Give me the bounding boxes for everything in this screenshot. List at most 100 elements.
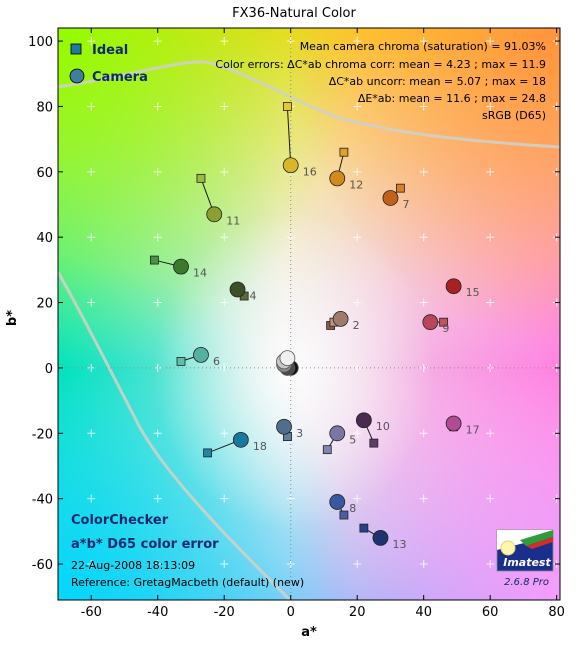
ideal-square [150,255,159,265]
y-tick-label: 20 [36,297,53,312]
x-tick-label: 60 [482,605,499,620]
stats-line-5: sRGB (D65) [482,109,546,122]
ideal-square [176,356,186,366]
camera-circle [276,418,292,435]
camera-circle [229,281,246,298]
zero-lines [58,28,560,600]
grid-marker [353,298,362,307]
y-tick-label: 100 [28,35,53,50]
grid-marker [486,298,495,307]
grid-marker [87,167,96,176]
plot-frame [57,27,561,601]
grid-marker [87,494,96,503]
gamut-boundary-top [58,60,560,149]
y-tick-label: 60 [36,166,53,181]
grid-marker [220,233,229,242]
grid-marker [286,233,295,242]
grid-marker [419,167,428,176]
grid-marker [486,233,495,242]
camera-circle [193,346,209,363]
grid-marker [153,363,162,372]
grid-marker [87,37,96,46]
stats-line-2: Color errors: ΔC*ab chroma corr: mean = … [215,58,546,71]
grid-marker [153,560,162,569]
grid-marker [286,298,295,307]
grid-marker [419,233,428,242]
grid-marker [419,102,428,111]
grid-marker [220,167,229,176]
y-axis-label: b* [5,310,20,326]
grid-marker [353,429,362,438]
version-label: 2.6.8 Pro [504,577,549,588]
grid-marker [87,298,96,307]
stats-line-4: ΔE*ab: mean = 11.6 ; max = 24.8 [358,92,546,105]
camera-circle-neutral [279,350,296,367]
camera-circle [332,311,349,327]
patch-label: 4 [250,289,257,302]
logo-brand-text: Imatest [503,556,551,569]
camera-circle [445,278,462,295]
grid-marker [286,37,295,46]
patch-label: 14 [193,267,207,280]
grid-marker [486,429,495,438]
legend: Ideal Camera [69,43,148,85]
ideal-square [396,183,405,193]
x-axis-label: a* [301,625,317,640]
patch-label: 3 [296,427,303,440]
grid-marker [87,429,96,438]
grid-marker [486,167,495,176]
patch-label: 17 [466,423,480,436]
camera-circle [232,431,249,448]
imatest-logo: Imatest [496,529,554,572]
chart-timestamp: 22-Aug-2008 18:13:09 [71,559,195,572]
grid-marker [353,37,362,46]
legend-ideal-label: Ideal [92,43,128,58]
camera-circle [422,314,439,331]
patch-label: 9 [442,322,449,335]
patch-label: 7 [402,198,409,211]
x-tick-label: -60 [81,605,102,620]
legend-ideal-swatch [70,43,82,55]
x-tick-label: -40 [147,605,168,620]
camera-circle [282,157,299,174]
x-tick-label: 20 [349,605,366,620]
patch-label: 2 [353,319,360,332]
grid-marker [419,298,428,307]
camera-circle [173,258,189,275]
grid-marker [220,102,229,111]
patch-marks: 2 3 4 5 6 7 8 9 10 11 12 13 14 15 16 17 18 [150,102,480,551]
chart-title: FX36-Natural Color [232,6,356,21]
grid-marker [419,429,428,438]
grid-marker [486,494,495,503]
y-tick-label: -40 [32,493,53,508]
camera-circle [329,425,346,442]
grid-marker [220,560,229,569]
grid-marker [353,560,362,569]
patch-label: 11 [226,214,240,227]
y-tick-label: 0 [45,362,53,377]
grid-marker [353,167,362,176]
patch-label: 16 [303,165,317,178]
ideal-square [439,317,449,327]
ideal-square [339,147,349,157]
ideal-square [196,173,206,183]
patch-label: 12 [349,178,363,191]
grid-marker [153,233,162,242]
ideal-square [359,523,369,533]
grid-marker [153,494,162,503]
grid-marker [220,37,229,46]
error-line [286,106,292,166]
ideal-square [203,448,213,458]
patch-label: 6 [213,355,220,368]
grid-marker [353,102,362,111]
ideal-square [322,445,332,455]
x-tick-label: 80 [548,605,565,620]
camera-circle [329,170,346,187]
patch-label: 5 [349,433,356,446]
patch-label: 13 [392,538,406,551]
grid-marker [87,233,96,242]
gamut-boundary-left [58,271,292,600]
grid-marker [87,560,96,569]
camera-circle [329,494,346,510]
